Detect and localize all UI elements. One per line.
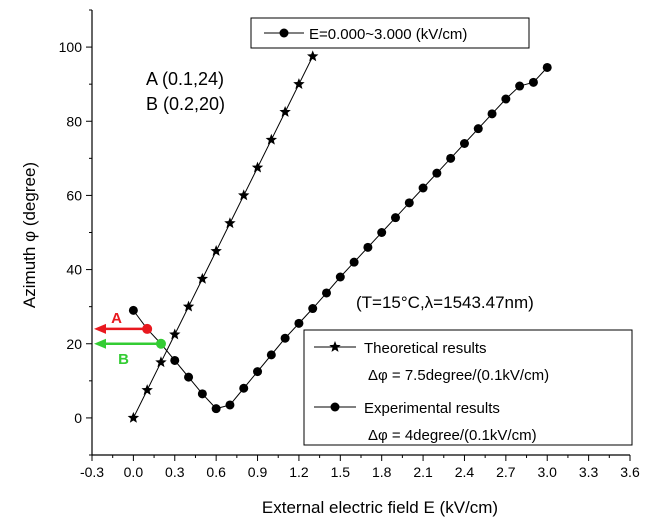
y-tick-label: 100 [59, 39, 83, 55]
data-point-circle [390, 213, 400, 223]
data-point-circle [170, 355, 180, 365]
data-point-circle [280, 333, 290, 343]
data-point-star [182, 300, 195, 312]
arrow-a-label: A [111, 310, 122, 327]
data-point-circle [404, 198, 414, 208]
y-tick-label: 40 [66, 262, 82, 278]
x-tick-label: 0.6 [206, 464, 226, 480]
series-star-line [132, 56, 314, 419]
data-point-circle [239, 383, 249, 393]
y-tick-label: 80 [66, 113, 82, 129]
data-point-circle [294, 318, 304, 328]
data-point-circle [363, 242, 373, 252]
data-point-circle [487, 109, 497, 119]
x-tick-label: 3.0 [537, 464, 557, 480]
data-point-circle [266, 350, 276, 360]
point-b-text: B (0.2,20) [146, 94, 225, 114]
data-point-circle [211, 404, 221, 414]
x-tick-label: 1.5 [331, 464, 351, 480]
y-axis-title: Azimuth φ (degree) [20, 162, 39, 308]
x-axis-title: External electric field E (kV/cm) [262, 498, 498, 517]
y-tick-label: 60 [66, 187, 82, 203]
point-a-marker [142, 323, 153, 334]
data-point-circle [446, 153, 456, 163]
data-point-star [293, 78, 305, 90]
legend-box [303, 329, 633, 446]
data-point-circle [335, 272, 345, 282]
x-tick-label: 1.8 [372, 464, 392, 480]
x-tick-label: 2.1 [413, 464, 433, 480]
data-point-star [127, 411, 140, 423]
data-point-star [251, 161, 264, 173]
data-point-star [224, 217, 236, 229]
legend-theory-note: Δφ = 7.5degree/(0.1kV/cm) [368, 367, 549, 384]
axes: -0.3 0.0 0.3 0.6 0.9 1.2 1.5 1.8 2.1 2.4 2.7 3.0 3.3… [59, 9, 640, 480]
top-label-text: E=0.000~3.000 (kV/cm) [309, 26, 467, 43]
data-point-star [210, 245, 222, 256]
y-tick-label: 20 [66, 336, 82, 352]
data-point-circle [308, 304, 318, 314]
data-point-circle [515, 81, 525, 91]
top-label-circle-icon [279, 28, 289, 38]
legend: Theoretical results Δφ = 7.5degree/(0.1k… [303, 329, 633, 446]
legend-star-icon [329, 341, 341, 352]
data-point-star [238, 189, 250, 201]
data-point-circle [501, 94, 511, 104]
point-a-text: A (0.1,24) [146, 69, 224, 89]
data-point-circle [225, 400, 235, 410]
data-point-circle [459, 139, 469, 148]
x-tick-label: 3.3 [579, 464, 599, 480]
arrow-b-head-icon [94, 338, 106, 349]
data-point-circle [432, 168, 442, 178]
y-tick-label: 0 [74, 410, 82, 426]
data-point-circle [473, 124, 483, 134]
data-point-circle [542, 62, 552, 72]
legend-experiment-note: Δφ = 4degree/(0.1kV/cm) [368, 427, 537, 444]
data-point-star [196, 272, 209, 284]
x-tick-label: 0.9 [248, 464, 268, 480]
data-point-star [141, 384, 153, 395]
x-tick-label: 2.7 [496, 464, 516, 480]
condition-text: (T=15°C,λ=1543.47nm) [356, 293, 534, 312]
x-tick-label: 3.6 [620, 464, 640, 480]
x-tick-label: -0.3 [80, 464, 104, 480]
data-point-circle [253, 367, 263, 377]
top-label: E=0.000~3.000 (kV/cm) [250, 17, 530, 49]
data-point-star [279, 105, 291, 117]
data-point-circle [528, 77, 538, 87]
data-point-star [169, 328, 181, 340]
arrow-a-head-icon [94, 323, 106, 334]
data-point-circle [128, 305, 138, 315]
data-point-star [155, 356, 167, 368]
data-point-circle [322, 288, 332, 298]
legend-theory-label: Theoretical results [364, 340, 487, 357]
arrow-b-label: B [118, 351, 129, 368]
x-tick-label: 0.0 [124, 464, 144, 480]
data-point-circle [184, 372, 194, 382]
data-point-star [265, 133, 278, 145]
data-point-circle [377, 228, 387, 237]
x-tick-label: 0.3 [165, 464, 185, 480]
legend-circle-icon [330, 402, 340, 412]
legend-experiment-label: Experimental results [364, 400, 500, 417]
data-point-circle [418, 183, 428, 193]
point-b-marker [155, 338, 166, 349]
data-point-circle [197, 389, 207, 399]
data-point-star [307, 50, 319, 62]
x-tick-label: 1.2 [289, 464, 309, 480]
annotation-layer: AB [94, 310, 166, 368]
x-tick-label: 2.4 [455, 464, 475, 480]
data-point-circle [349, 257, 359, 267]
